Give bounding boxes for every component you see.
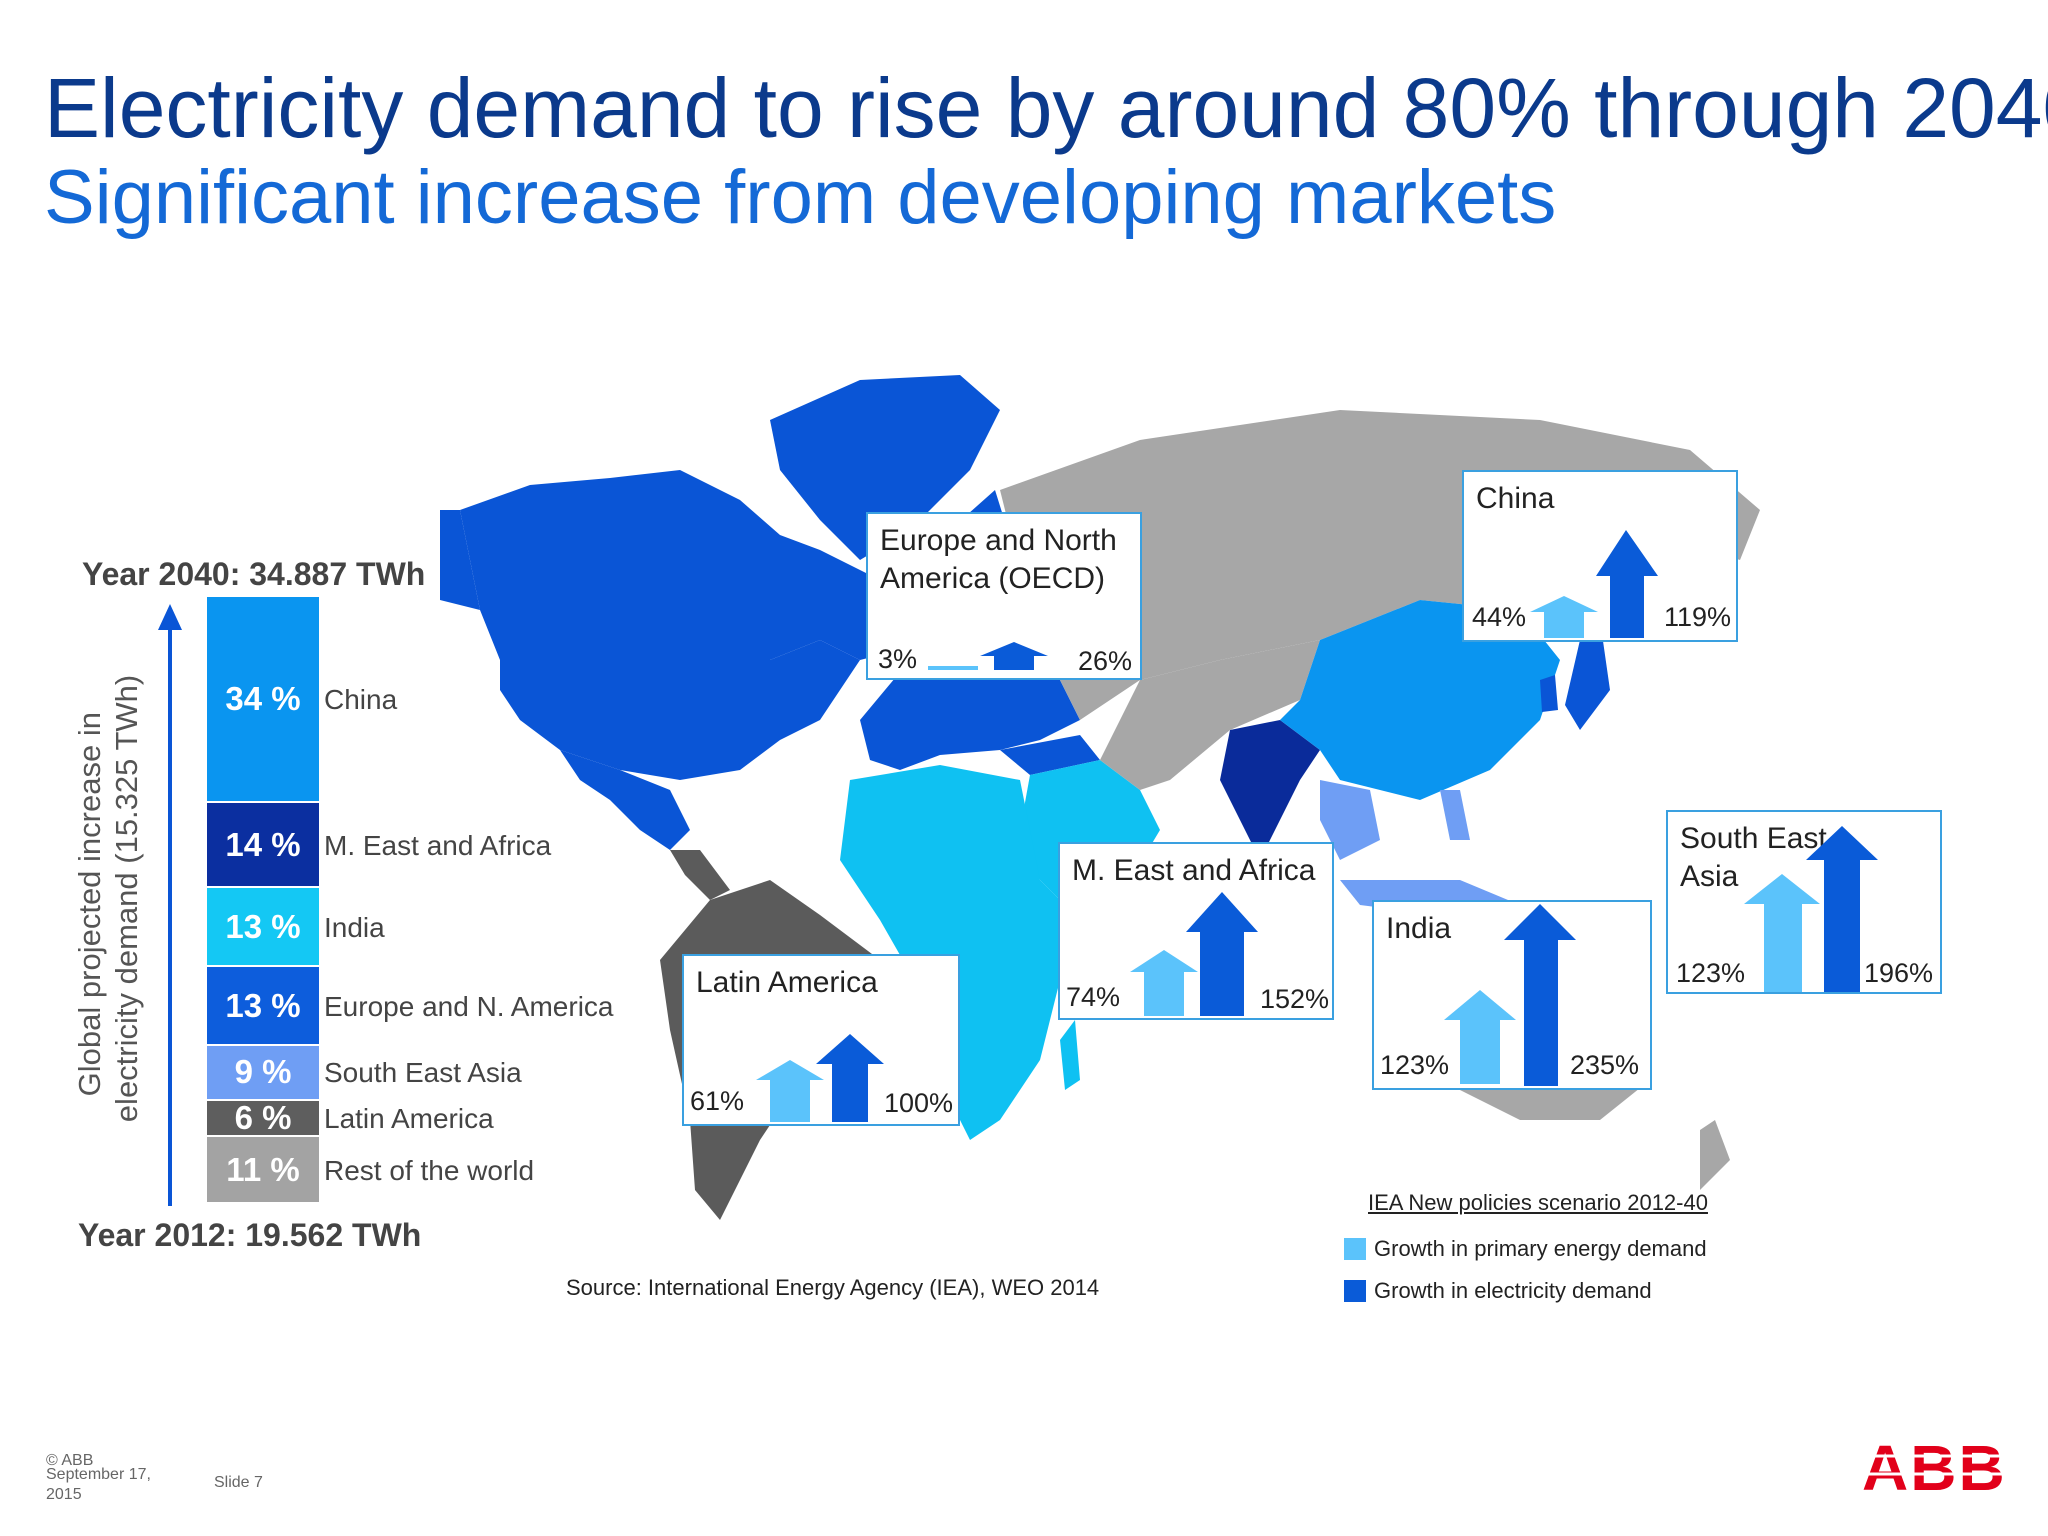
legend-label-electricity: Growth in electricity demand [1374,1278,1652,1303]
oecd-primary-value: 3% [878,644,918,674]
india-primary-arrow [1444,990,1516,1084]
stack-segment-1: 14 % [207,803,319,889]
map-india [1220,720,1320,860]
oecd-electricity-arrow [980,642,1048,670]
legend-swatch-primary [1344,1238,1366,1260]
world-map [440,375,1760,1220]
la-primary-arrow [756,1060,824,1122]
map-new-zealand [1700,1120,1730,1190]
stack-label-1: M. East and Africa [324,829,552,861]
stack-label-0: China [324,684,398,716]
china-primary-arrow [1530,596,1598,638]
page-subtitle: Significant increase from developing mar… [44,155,1557,240]
mea-primary-arrow [1130,950,1198,1016]
map-turkey [1000,735,1100,775]
footer-slide-number: Slide 7 [214,1474,263,1491]
legend-swatch-electricity [1344,1280,1366,1302]
india-electricity-arrow [1504,904,1576,1086]
callout-china-title: China [1476,482,1555,515]
year-2040-label: Year 2040: 34.887 TWh [82,556,426,592]
china-electricity-value: 119% [1664,602,1732,632]
abb-logo: ABB [1862,1436,2014,1496]
sea-primary-arrow [1744,874,1820,992]
mea-electricity-value: 152% [1260,984,1330,1014]
abb-logo-text: ABB [1862,1436,2007,1496]
stack-label-5: Latin America [324,1103,494,1135]
stack-label-3: Europe and N. America [324,990,614,1022]
la-arrows [756,1034,884,1122]
map-central-america [670,850,730,900]
callout-china: China 44% 119% [1462,470,1738,642]
map-china [1280,600,1560,800]
y-axis-arrow [158,604,182,1206]
footer-date-line1: September 17, [46,1466,151,1483]
oecd-arrows [928,642,1048,670]
legend-label-primary: Growth in primary energy demand [1374,1236,1707,1261]
stacked-bar: 34 % 14 % 13 % 13 % 9 % 6 % 11 % [207,597,319,1204]
sea-primary-value: 123% [1676,958,1746,988]
callout-india: India 123% 235% [1372,900,1652,1090]
source-note: Source: International Energy Agency (IEA… [566,1275,1100,1300]
stack-segment-5: 6 % [207,1099,319,1138]
map-se-asia [1320,780,1380,860]
map-central-asia [1100,640,1320,790]
legend-item-electricity: Growth in electricity demand [1344,1278,1652,1304]
stack-label-2: India [324,911,385,943]
year-2012-label: Year 2012: 19.562 TWh [78,1217,422,1253]
india-primary-value: 123% [1380,1050,1450,1080]
map-madagascar [1060,1020,1080,1090]
sea-electricity-value: 196% [1864,958,1934,988]
map-philippines [1440,790,1470,840]
map-greenland [770,375,1000,560]
callout-se-asia: South East Asia 123% 196% [1666,810,1942,994]
india-arrows [1444,904,1576,1086]
callout-india-title: India [1386,912,1452,945]
callout-oecd-title: Europe and North America (OECD) [880,524,1117,595]
sea-arrows [1744,826,1878,992]
legend-title: IEA New policies scenario 2012-40 [1368,1190,1708,1215]
page-title: Electricity demand to rise by around 80%… [44,61,2048,155]
china-electricity-arrow [1596,530,1658,638]
china-primary-value: 44% [1472,602,1527,632]
map-korea [1540,675,1558,712]
stack-segment-6: 11 % [207,1137,319,1204]
legend-item-primary: Growth in primary energy demand [1344,1236,1707,1262]
la-electricity-value: 100% [884,1088,954,1118]
sea-electricity-arrow [1806,826,1878,992]
la-primary-value: 61% [690,1086,745,1116]
mea-primary-value: 74% [1066,982,1121,1012]
callout-mideast-africa: M. East and Africa 74% 152% [1058,842,1334,1020]
oecd-electricity-value: 26% [1078,646,1133,676]
y-axis-title-line2: electricity demand (15.325 TWh) [109,674,144,1123]
map-usa [500,640,860,780]
callout-oecd: Europe and North America (OECD) 3% 26% [866,512,1142,680]
map-alaska [440,510,480,610]
callout-latin-america: Latin America 61% 100% [682,954,960,1126]
stack-label-6: Rest of the world [324,1154,535,1186]
map-canada [460,470,910,660]
footer-copyright: © ABB [46,1452,94,1469]
footer-date-line2: 2015 [46,1486,82,1503]
stack-segment-0: 34 % [207,597,319,804]
y-axis-title-line1: Global projected increase in [71,712,107,1097]
stack-segment-2: 13 % [207,888,319,968]
china-arrows [1530,530,1658,638]
map-japan [1565,620,1610,730]
oecd-primary-arrow [928,666,978,670]
callout-sea-title: South East Asia [1680,822,1827,893]
stack-segment-3: 13 % [207,967,319,1047]
callout-la-title: Latin America [696,966,878,999]
map-africa [840,765,1080,1140]
la-electricity-arrow [816,1034,884,1122]
mea-electricity-arrow [1186,892,1258,1016]
india-electricity-value: 235% [1570,1050,1640,1080]
y-axis-title: Global projected increase in electricity… [71,674,145,1123]
callout-mea-title: M. East and Africa [1072,854,1316,887]
stack-label-4: South East Asia [324,1057,522,1089]
stack-segment-4: 9 % [207,1046,319,1101]
map-mexico [560,750,690,850]
mea-arrows [1130,892,1258,1016]
